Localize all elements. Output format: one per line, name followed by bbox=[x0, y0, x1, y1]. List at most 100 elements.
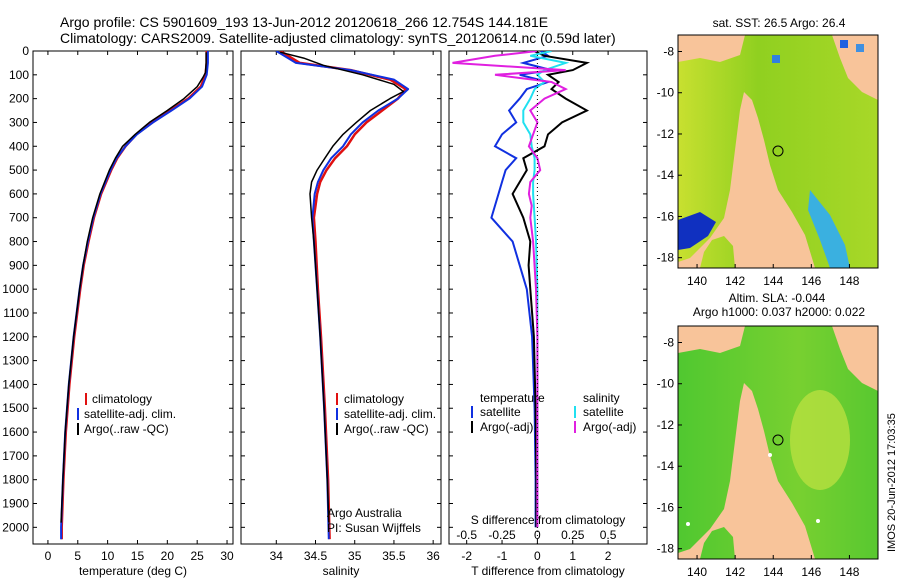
x-tick-label: 15 bbox=[131, 549, 145, 563]
legend-argo: Argo(..raw -QC) bbox=[84, 422, 169, 436]
map-x-tick-label: 148 bbox=[839, 565, 859, 579]
s-diff-tick-label: -0.25 bbox=[488, 528, 516, 542]
sla-map: Altim. SLA: -0.044 Argo h1000: 0.037 h20… bbox=[657, 291, 879, 579]
map-y-tick-label: -18 bbox=[657, 251, 675, 265]
difference-legend: temperature salinity satellite Argo(-adj… bbox=[471, 391, 636, 434]
s-diff-tick-label: 0.25 bbox=[561, 528, 585, 542]
map-y-tick-label: -8 bbox=[663, 335, 674, 349]
series-line-s-argo bbox=[452, 51, 569, 528]
land-new-guinea bbox=[832, 35, 878, 100]
sla-map-ticks: 140 142 144 146 148 -8 -10 -12 -14 -16 -18 bbox=[657, 335, 860, 579]
depth-tick-label: 200 bbox=[9, 92, 29, 106]
temperature-xlabel: temperature (deg C) bbox=[79, 564, 187, 578]
x-tick-label: 5 bbox=[74, 549, 81, 563]
legend-s-argo: Argo(-adj) bbox=[583, 420, 636, 434]
depth-tick-label: 800 bbox=[9, 235, 29, 249]
legend-argo: Argo(..raw -QC) bbox=[344, 422, 429, 436]
imos-timestamp: IMOS 20-Jun-2012 17:03:35 bbox=[886, 413, 898, 552]
header-line-1: Argo profile: CS 5901609_193 13-Jun-2012… bbox=[60, 14, 548, 30]
x-tick-label: -2 bbox=[461, 549, 472, 563]
difference-axes bbox=[448, 50, 648, 545]
depth-tick-label: 300 bbox=[9, 115, 29, 129]
x-tick-label: 25 bbox=[190, 549, 204, 563]
series-line-argo-raw-qc- bbox=[60, 52, 207, 523]
sst-map-ticks: 140 142 144 146 148 -8 -10 -12 -14 -16 -18 bbox=[657, 44, 860, 288]
depth-tick-label: 0 bbox=[22, 44, 29, 58]
legend-climatology: climatology bbox=[344, 392, 404, 406]
depth-tick-label: 500 bbox=[9, 163, 29, 177]
series-line-climatology bbox=[279, 51, 407, 540]
map-x-tick-label: 144 bbox=[763, 565, 783, 579]
depth-tick-label: 1000 bbox=[2, 282, 29, 296]
header-line-2: Climatology: CARS2009. Satellite-adjuste… bbox=[60, 30, 616, 46]
x-tick-label: 35 bbox=[348, 549, 362, 563]
map-y-tick-label: -10 bbox=[657, 377, 675, 391]
depth-tick-label: 1900 bbox=[2, 497, 29, 511]
s-difference-label: S difference from climatology bbox=[471, 513, 626, 527]
map-y-tick-label: -16 bbox=[657, 209, 675, 223]
x-tick-label: 1 bbox=[569, 549, 576, 563]
land-new-guinea-west bbox=[678, 35, 745, 62]
x-tick-label: 0 bbox=[45, 549, 52, 563]
map-x-tick-label: 146 bbox=[801, 565, 821, 579]
x-axes-ticks: 0 5 10 15 20 25 30 34 34.5 35 35.5 36 -2 -1 0 1 2 -0.5 -0.… bbox=[45, 51, 617, 563]
credit-line-2: PI: Susan Wijffels bbox=[327, 521, 421, 535]
series-line-satellite-adj-clim- bbox=[60, 51, 209, 540]
legend-t-argo: Argo(-adj) bbox=[480, 420, 533, 434]
depth-tick-label: 700 bbox=[9, 211, 29, 225]
x-tick-label: 34.5 bbox=[304, 549, 328, 563]
map-y-tick-label: -16 bbox=[657, 500, 675, 514]
cold-water-gulf bbox=[678, 212, 716, 250]
temperature-axes bbox=[32, 50, 234, 545]
depth-tick-label: 1800 bbox=[2, 473, 29, 487]
depth-tick-label: 600 bbox=[9, 187, 29, 201]
land-cape-york bbox=[678, 92, 815, 268]
x-tick-label: 34 bbox=[270, 549, 284, 563]
map-x-tick-label: 140 bbox=[687, 274, 707, 288]
depth-tick-label: 1600 bbox=[2, 425, 29, 439]
x-tick-label: 0 bbox=[534, 549, 541, 563]
argo-location-marker bbox=[772, 434, 784, 446]
depth-tick-label: 400 bbox=[9, 139, 29, 153]
land-new-guinea-west bbox=[678, 326, 745, 353]
s-diff-tick-label: 0.5 bbox=[600, 528, 617, 542]
depth-tick-label: 1400 bbox=[2, 377, 29, 391]
map-y-tick-label: -18 bbox=[657, 542, 675, 556]
x-tick-label: 36 bbox=[426, 549, 440, 563]
t-difference-xlabel: T difference from climatology bbox=[471, 564, 625, 578]
depth-tick-label: 1300 bbox=[2, 354, 29, 368]
salinity-legend: climatology satellite-adj. clim. Argo(..… bbox=[327, 392, 436, 535]
sla-map-title-2: Argo h1000: 0.037 h2000: 0.022 bbox=[693, 305, 865, 319]
legend-climatology: climatology bbox=[92, 392, 152, 406]
depth-tick-label: 1700 bbox=[2, 449, 29, 463]
credit-line-1: Argo Australia bbox=[327, 506, 402, 520]
legend-s-satellite: satellite bbox=[583, 405, 624, 419]
map-y-tick-label: -14 bbox=[657, 459, 675, 473]
cool-water-coral-sea bbox=[808, 190, 850, 268]
map-x-tick-label: 144 bbox=[763, 274, 783, 288]
salinity-xlabel: salinity bbox=[323, 564, 360, 578]
temperature-series bbox=[60, 51, 209, 540]
sla-map-title-1: Altim. SLA: -0.044 bbox=[729, 291, 826, 305]
salinity-series bbox=[275, 51, 410, 540]
x-tick-label: 2 bbox=[605, 549, 612, 563]
depth-tick-label: 100 bbox=[9, 68, 29, 82]
map-x-tick-label: 142 bbox=[725, 565, 745, 579]
x-tick-label: 35.5 bbox=[382, 549, 406, 563]
legend-satellite: satellite-adj. clim. bbox=[344, 407, 436, 421]
map-y-tick-label: -8 bbox=[663, 44, 674, 58]
salinity-axes bbox=[240, 50, 442, 545]
map-y-tick-label: -12 bbox=[657, 127, 675, 141]
difference-series bbox=[452, 51, 591, 528]
land-new-guinea bbox=[832, 326, 878, 391]
series-line-t-satellite bbox=[490, 51, 552, 528]
x-tick-label: -1 bbox=[497, 549, 508, 563]
temperature-legend: climatology satellite-adj. clim. Argo(..… bbox=[77, 392, 176, 436]
map-x-tick-label: 146 bbox=[801, 274, 821, 288]
map-x-tick-label: 140 bbox=[687, 565, 707, 579]
map-y-tick-label: -12 bbox=[657, 418, 675, 432]
legend-satellite: satellite-adj. clim. bbox=[84, 407, 176, 421]
s-diff-tick-label: -0.5 bbox=[456, 528, 477, 542]
depth-tick-label: 2000 bbox=[2, 520, 29, 534]
